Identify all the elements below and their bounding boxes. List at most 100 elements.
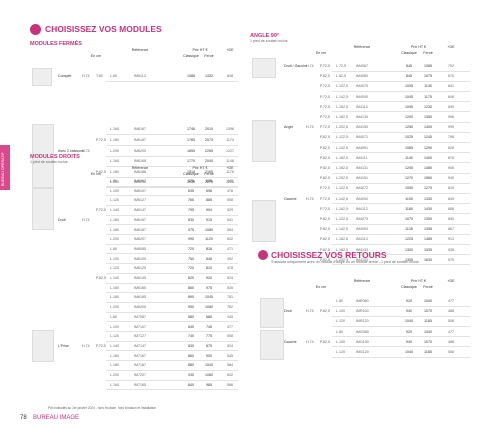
cell-price: 1630	[424, 257, 432, 262]
check-icon	[258, 250, 268, 260]
cell-price: 1040	[424, 329, 432, 334]
cell-price: 1085	[424, 64, 432, 68]
cell-price: 524	[227, 276, 233, 280]
cell-price: 860	[188, 285, 194, 290]
cell-price: 1070	[405, 217, 413, 221]
cell-price: 471	[227, 246, 233, 251]
cell-price: 1230	[424, 104, 432, 109]
row-rule	[106, 224, 238, 226]
cell-price: 2165	[205, 170, 213, 174]
row-rule	[332, 305, 470, 307]
row-rule	[106, 243, 238, 245]
row-rule	[332, 356, 470, 358]
row-rule	[106, 133, 238, 135]
section-subtitle: S'associe uniquement avec un module d'an…	[271, 260, 419, 264]
cell-l: L.100	[110, 324, 119, 329]
col-ref: Référence	[131, 166, 149, 170]
row-rule	[332, 213, 470, 215]
row-rule	[106, 195, 238, 197]
cell-l: L.202,5	[336, 125, 348, 130]
cell-price: 849	[448, 104, 454, 109]
col-extra: +DE	[447, 45, 455, 49]
cell-h: H.74	[82, 217, 90, 222]
cell-ref: IM7187	[134, 363, 146, 368]
cell-p: P.72,5	[320, 206, 330, 211]
row-rule	[332, 325, 470, 327]
cell-price: 1560	[424, 176, 432, 181]
cell-price: 920	[206, 276, 212, 280]
cell-l: L.142,5	[336, 227, 348, 232]
cell-ref: IM7167	[134, 353, 146, 358]
row-rule	[332, 70, 470, 72]
cell-price: 740	[188, 334, 194, 339]
cell-price: 999	[448, 125, 454, 130]
cell-ref: IMG120	[356, 350, 369, 354]
cell-price: 745	[206, 324, 212, 329]
cell-h: H.74	[306, 309, 314, 314]
cell-l: L.160	[110, 217, 119, 222]
col-feroe: Feroé	[423, 51, 433, 55]
cell-ref: IM4073	[356, 217, 368, 221]
cell-price: 1005	[405, 84, 413, 89]
row-rule	[106, 263, 238, 265]
cell-l: L.162,5	[336, 237, 348, 242]
page-title: CHOISISSEZ VOS MODULES	[45, 24, 162, 34]
col-classique: Classique	[401, 51, 417, 55]
cell-price: 1227	[226, 149, 234, 153]
cell-p: P.82,5	[320, 217, 330, 221]
cell-price: 1818	[187, 170, 195, 174]
cell-price: 818	[206, 246, 212, 251]
cell-price: 1050	[405, 186, 413, 191]
cell-price: 1855	[187, 149, 195, 153]
cell-price: 478	[227, 188, 233, 193]
cell-ref: IMG080	[356, 329, 369, 334]
row-rule	[106, 185, 238, 187]
cell-price: 1332	[205, 74, 213, 78]
cell-price: 1300	[424, 217, 432, 221]
row-rule	[106, 292, 238, 294]
cell-p: P.82,5	[320, 145, 330, 150]
cell-price: 1770	[187, 159, 195, 163]
cell-price: 442	[227, 179, 233, 183]
cell-price: 930	[188, 373, 194, 377]
cell-l: L.122,5	[336, 84, 348, 89]
cell-price: 1045	[405, 94, 413, 99]
cell-l: L.82,5	[336, 74, 346, 79]
cell-h: H.74	[306, 64, 314, 68]
cell-price: 1080	[205, 373, 213, 377]
product-image	[260, 330, 284, 360]
cell-price: 492	[227, 256, 233, 261]
cell-price: 720	[188, 266, 194, 271]
cell-price: 1040	[424, 299, 432, 303]
row-rule	[106, 282, 238, 284]
cell-l: L.100	[336, 339, 345, 344]
cell-price: 1185	[424, 350, 432, 354]
cell-price: 2010	[205, 127, 213, 131]
cell-ref: IM4093	[356, 227, 368, 232]
cell-p: P.82,5	[320, 155, 330, 160]
cell-price: 1396	[226, 127, 234, 131]
cell-price: 1185	[424, 319, 432, 324]
row-rule	[332, 90, 470, 92]
col-extra: +DE	[226, 166, 234, 170]
row-rule	[106, 80, 238, 82]
cell-price: 1025	[405, 135, 413, 140]
cell-price: 1086	[187, 74, 195, 78]
cell-price: 676	[448, 74, 454, 79]
cell-price: 1350	[424, 115, 432, 119]
product-image	[32, 188, 54, 230]
cell-h: H.74	[82, 74, 90, 78]
cell-price: 1746	[187, 127, 195, 131]
cell-price: 828	[448, 145, 454, 150]
row-rule	[332, 182, 470, 184]
row-rule	[332, 346, 470, 348]
cell-l: L.140	[110, 276, 119, 280]
row-rule	[106, 176, 238, 178]
cell-ref: IM6187	[134, 138, 146, 142]
cell-price: 445	[227, 314, 233, 319]
cell-l: L.142,5	[336, 94, 348, 99]
cell-price: 1765	[187, 138, 195, 142]
cell-label: Droit / Gauche	[284, 64, 308, 68]
cell-l: L.122,5	[336, 186, 348, 191]
cell-ref: IM6188	[134, 170, 146, 174]
